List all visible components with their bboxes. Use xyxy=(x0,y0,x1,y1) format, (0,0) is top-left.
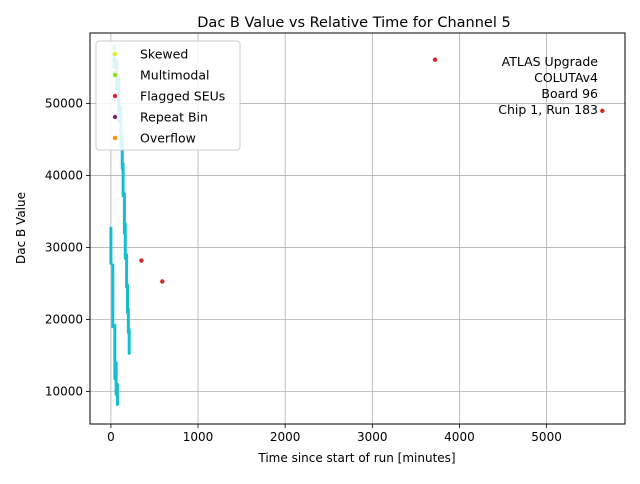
legend-marker xyxy=(112,135,118,141)
flagged-seu-point xyxy=(139,258,144,263)
legend-label: Flagged SEUs xyxy=(140,89,225,104)
flagged-seu-point xyxy=(600,108,605,113)
x-tick-label: 5000 xyxy=(531,430,562,444)
legend-box xyxy=(95,40,241,151)
legend-label: Multimodal xyxy=(140,68,209,83)
flagged-seu-point xyxy=(432,57,438,62)
annotation-line: Chip 1, Run 183 xyxy=(498,102,598,117)
y-tick-label: 40000 xyxy=(45,169,83,183)
y-tick-label: 50000 xyxy=(45,97,83,111)
y-tick-label: 20000 xyxy=(45,313,83,327)
x-tick-label: 3000 xyxy=(357,430,388,444)
plot-frame xyxy=(89,32,626,425)
legend: Skewed Multimodal Flagged SEUs Repeat Bin Ov… xyxy=(95,40,241,151)
x-tick-label: 2000 xyxy=(270,430,301,444)
x-axis-label: Time since start of run [minutes] xyxy=(257,451,455,465)
legend-marker xyxy=(112,51,118,57)
annotation-line: Board 96 xyxy=(541,86,598,101)
legend-label: Repeat Bin xyxy=(140,110,208,125)
legend-label: Skewed xyxy=(140,47,188,62)
chart-title: Dac B Value vs Relative Time for Channel… xyxy=(197,15,510,31)
y-tick-label: 10000 xyxy=(45,385,83,399)
x-tick-label: 4000 xyxy=(444,430,475,444)
x-tick-label: 0 xyxy=(107,430,115,444)
legend-label: Overflow xyxy=(140,131,196,146)
annotation-line: COLUTAv4 xyxy=(534,70,598,85)
legend-marker xyxy=(112,72,118,78)
y-axis-label: Dac B Value xyxy=(14,192,28,264)
annotation-line: ATLAS Upgrade xyxy=(502,54,599,69)
flagged-seu-point xyxy=(160,279,165,284)
y-tick-label: 30000 xyxy=(45,241,83,255)
x-tick-label: 1000 xyxy=(183,430,214,444)
axis-ticks: 0 1000 2000 3000 4000 5000 10000 20000 30000 4000… xyxy=(45,97,562,444)
legend-marker xyxy=(112,114,118,120)
legend-marker xyxy=(112,93,118,99)
